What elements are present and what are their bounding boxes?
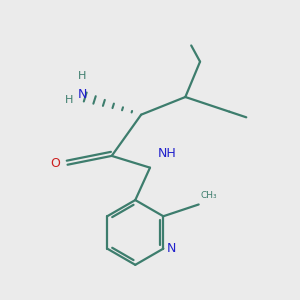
Text: N: N bbox=[166, 242, 176, 255]
Text: CH₃: CH₃ bbox=[200, 191, 217, 200]
Text: H: H bbox=[78, 71, 86, 81]
Text: O: O bbox=[50, 157, 60, 170]
Text: NH: NH bbox=[158, 147, 176, 160]
Text: H: H bbox=[65, 95, 73, 105]
Text: N: N bbox=[78, 88, 87, 100]
